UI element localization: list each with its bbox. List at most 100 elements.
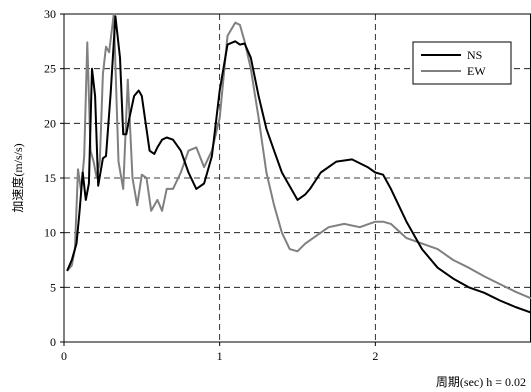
data-point-ns	[239, 44, 240, 45]
data-point-ns	[437, 267, 438, 268]
data-point-ns	[67, 270, 68, 271]
data-point-ns	[320, 172, 321, 173]
data-point-ns	[351, 159, 352, 160]
data-point-ns	[258, 95, 259, 96]
data-point-ns	[204, 183, 205, 184]
data-point-ew	[132, 177, 133, 178]
data-point-ew	[468, 267, 469, 268]
legend-label-ew: EW	[467, 64, 486, 78]
data-point-ns	[211, 156, 212, 157]
data-point-ns	[499, 300, 500, 301]
data-point-ew	[484, 276, 485, 277]
series-ns	[66, 15, 531, 314]
data-point-ew	[84, 156, 85, 157]
data-point-ew	[105, 46, 106, 47]
data-point-ew	[172, 188, 173, 189]
data-point-ew	[239, 24, 240, 25]
y-axis-label: 加速度(m/s/s)	[10, 143, 25, 212]
data-point-ew	[180, 172, 181, 173]
data-point-ew	[258, 117, 259, 118]
series-ew	[66, 13, 531, 300]
y-tick-label: 5	[50, 280, 56, 294]
data-point-ew	[227, 35, 228, 36]
data-point-ew	[146, 177, 147, 178]
data-point-ew	[437, 249, 438, 250]
x-axis-label: 周期(sec) h = 0.02	[436, 375, 526, 389]
data-point-ns	[453, 278, 454, 279]
data-point-ew	[390, 223, 391, 224]
data-point-ew	[375, 221, 376, 222]
data-point-ns	[91, 68, 92, 69]
data-point-ew	[313, 238, 314, 239]
y-tick-label: 15	[44, 171, 56, 185]
data-point-ns	[119, 57, 120, 58]
data-point-ns	[141, 95, 142, 96]
legend-label-ns: NS	[467, 48, 482, 62]
data-point-ew	[127, 79, 128, 80]
data-point-ns	[266, 128, 267, 129]
data-point-ns	[281, 172, 282, 173]
data-point-ew	[123, 188, 124, 189]
data-point-ew	[344, 223, 345, 224]
y-tick-label: 25	[44, 62, 56, 76]
data-point-ns	[138, 90, 139, 91]
data-point-ew	[157, 199, 158, 200]
data-point-ns	[115, 16, 116, 17]
data-point-ns	[95, 95, 96, 96]
data-point-ew	[289, 249, 290, 250]
data-point-ns	[154, 153, 155, 154]
data-point-ns	[367, 167, 368, 168]
grid	[64, 14, 531, 342]
data-point-ns	[85, 199, 86, 200]
data-point-ns	[484, 292, 485, 293]
data-point-ns	[235, 41, 236, 42]
data-point-ew	[204, 167, 205, 168]
data-point-ns	[309, 188, 310, 189]
data-point-ew	[328, 227, 329, 228]
series-layer	[66, 13, 531, 314]
data-point-ew	[137, 205, 138, 206]
data-point-ew	[235, 22, 236, 23]
y-tick-label: 0	[50, 335, 56, 349]
data-point-ew	[406, 238, 407, 239]
data-point-ns	[129, 117, 130, 118]
data-point-ns	[383, 174, 384, 175]
data-point-ns	[82, 172, 83, 173]
data-point-ns	[375, 172, 376, 173]
x-tick-label: 1	[217, 349, 223, 363]
data-point-ns	[144, 117, 145, 118]
y-axis: 0 5 10 15 20 25 30	[44, 7, 64, 349]
data-point-ew	[266, 172, 267, 173]
data-point-ns	[180, 150, 181, 151]
data-point-ew	[244, 41, 245, 42]
data-point-ns	[336, 161, 337, 162]
data-point-ew	[453, 259, 454, 260]
data-point-ns	[110, 92, 111, 93]
data-point-ns	[515, 306, 516, 307]
data-point-ew	[274, 205, 275, 206]
data-point-ns	[71, 259, 72, 260]
data-point-ew	[421, 243, 422, 244]
data-point-ew	[196, 147, 197, 148]
data-point-ew	[71, 265, 72, 266]
data-point-ew	[87, 42, 88, 43]
data-point-ns	[126, 134, 127, 135]
data-point-ns	[149, 150, 150, 151]
data-point-ew	[113, 13, 114, 14]
data-point-ns	[244, 43, 245, 44]
data-point-ns	[297, 199, 298, 200]
data-point-ew	[93, 161, 94, 162]
data-point-ns	[105, 156, 106, 157]
y-tick-label: 10	[44, 226, 56, 240]
data-point-ns	[162, 139, 163, 140]
data-point-ns	[166, 137, 167, 138]
data-point-ew	[305, 243, 306, 244]
data-point-ns	[274, 150, 275, 151]
legend-box	[412, 41, 512, 85]
data-point-ns	[102, 158, 103, 159]
data-point-ew	[102, 74, 103, 75]
data-point-ns	[406, 221, 407, 222]
data-point-ew	[151, 210, 152, 211]
x-tick-label: 0	[61, 349, 67, 363]
data-point-ns	[188, 172, 189, 173]
